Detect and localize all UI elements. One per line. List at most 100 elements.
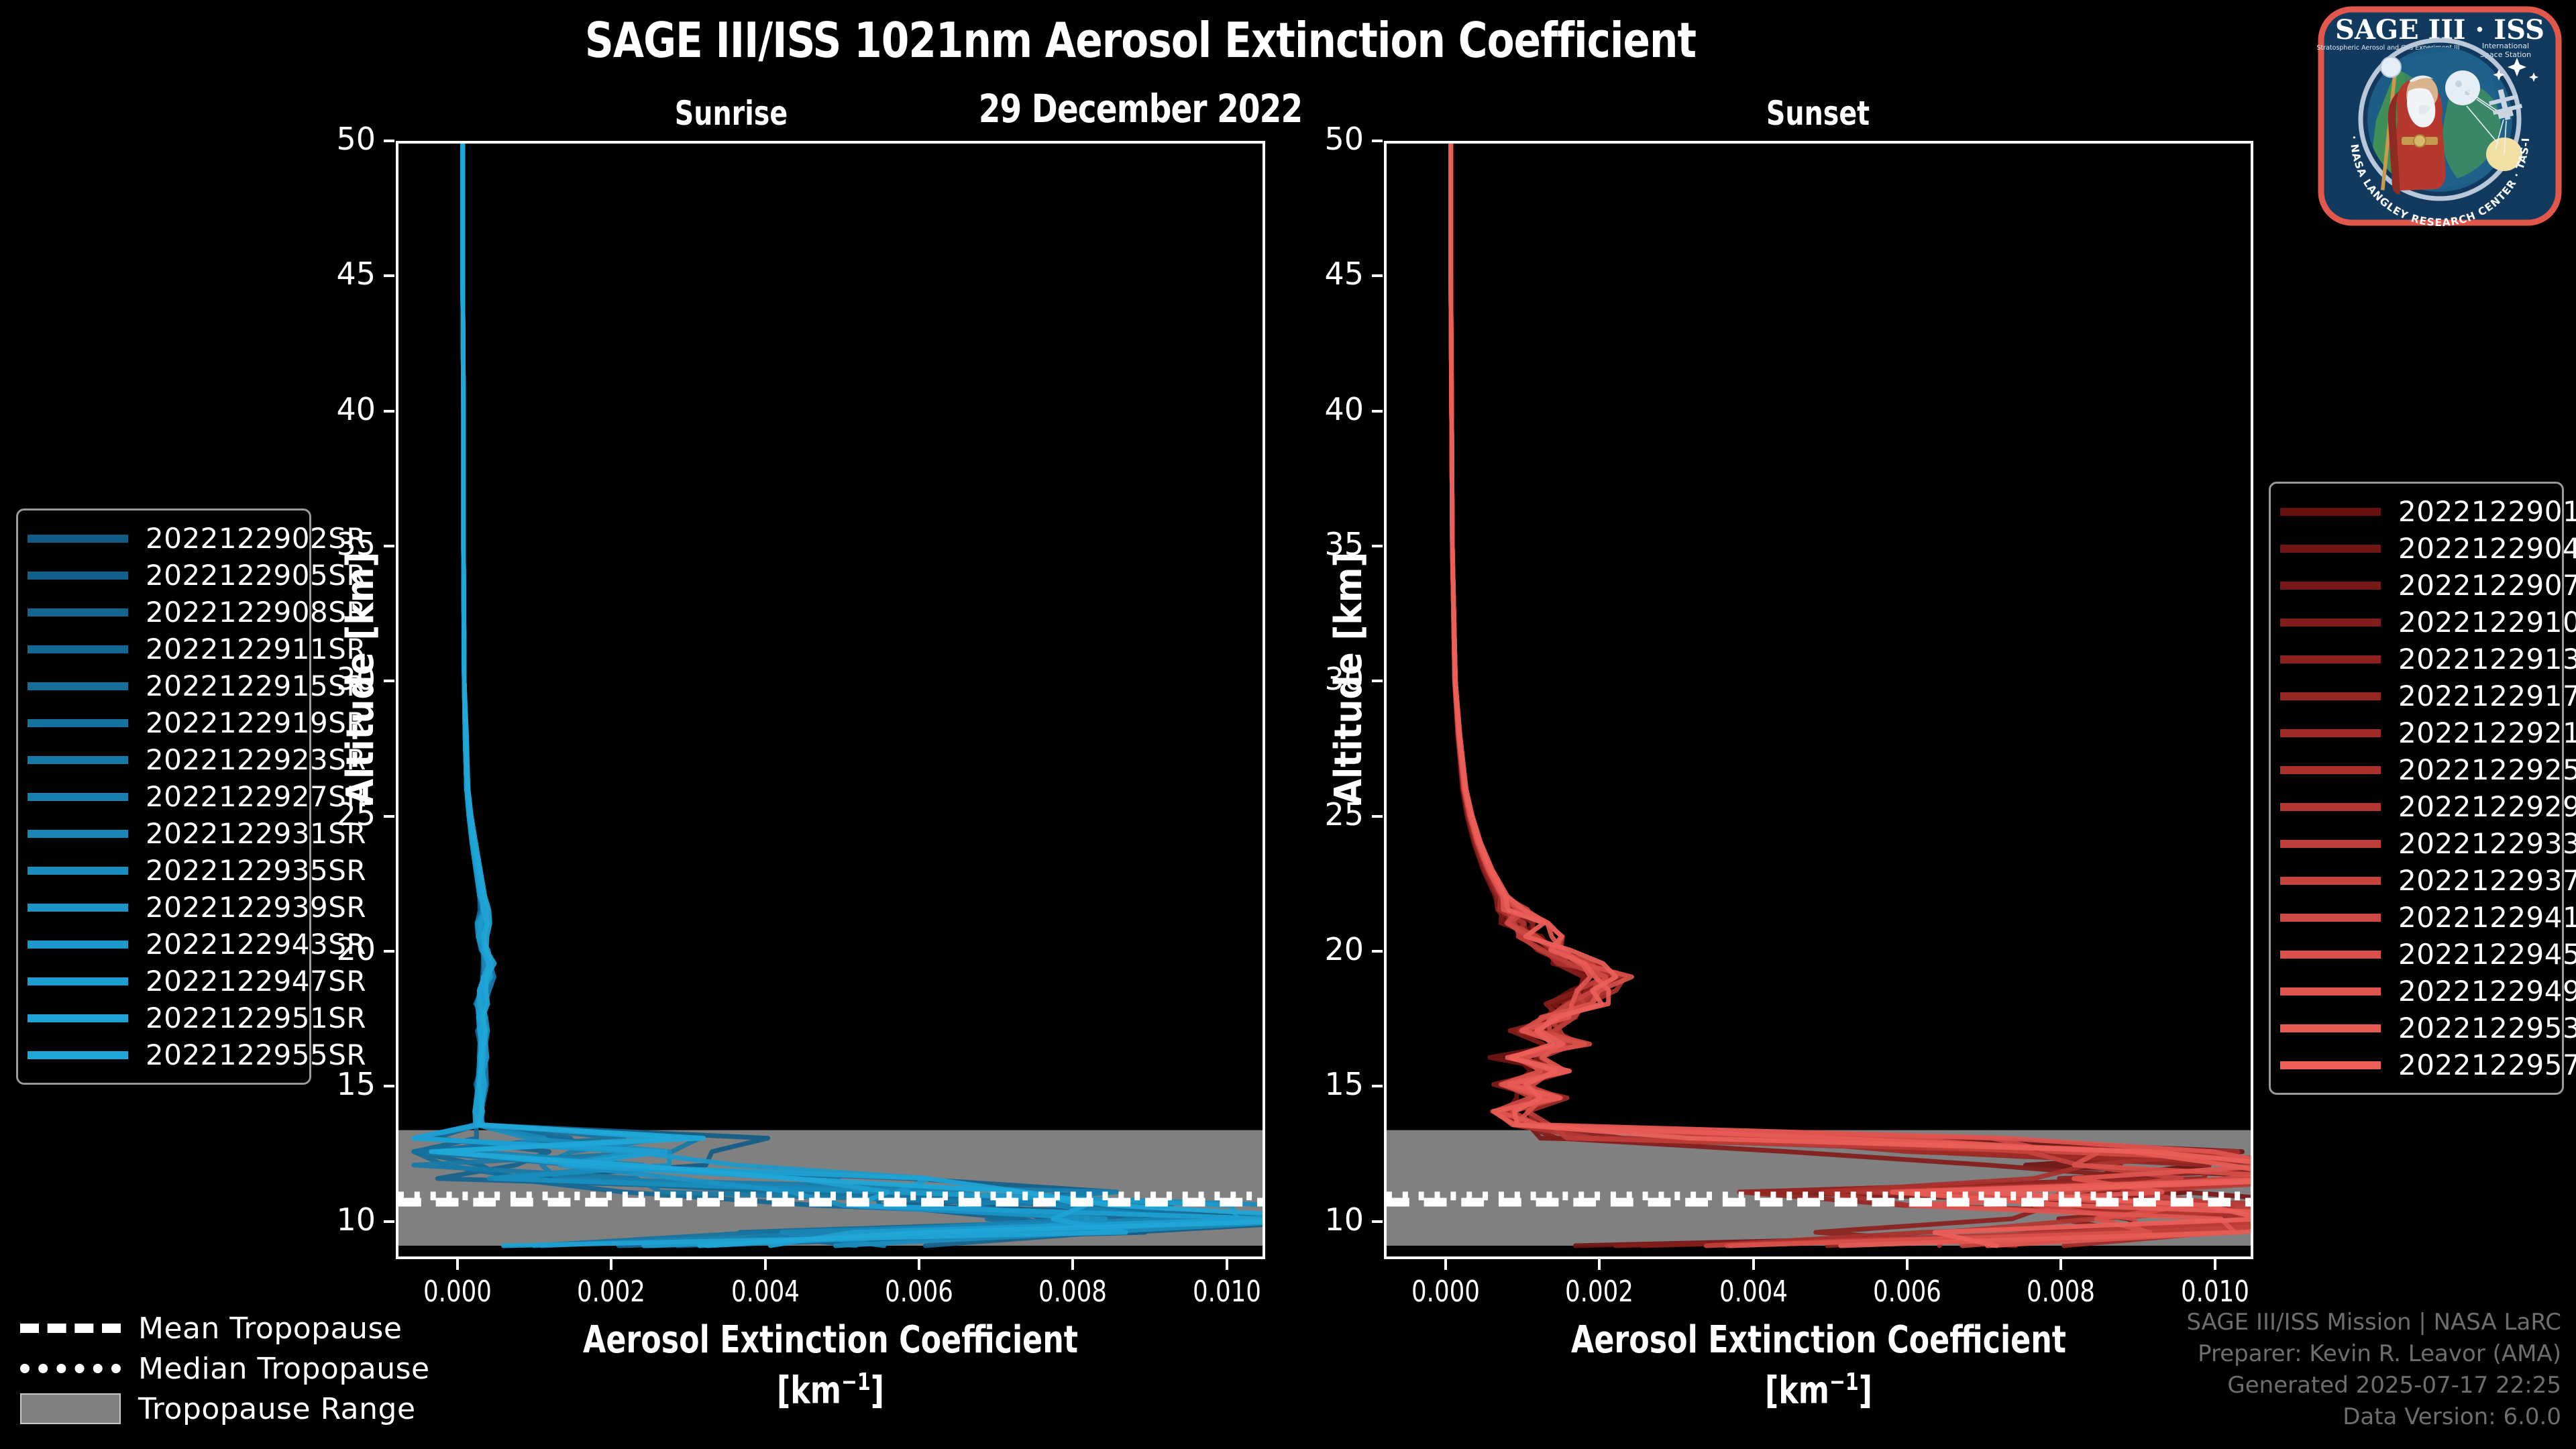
legend-sunrise-item-color-swatch bbox=[28, 608, 128, 616]
legend-sunset-item-row[interactable]: 2022122937SS bbox=[2280, 862, 2576, 899]
legend-sunrise-item-color-swatch bbox=[28, 682, 128, 690]
legend-sunrise-item-row[interactable]: 2022122902SR bbox=[28, 520, 366, 557]
y-tick-label: 25 bbox=[336, 796, 376, 833]
legend-sunset-item-row[interactable]: 2022122929SS bbox=[2280, 788, 2576, 825]
profile-line bbox=[1448, 144, 2251, 1248]
legend-sunrise-item-row[interactable]: 2022122943SR bbox=[28, 926, 366, 963]
legend-sunrise-item-row[interactable]: 2022122931SR bbox=[28, 815, 366, 852]
y-tick-mark bbox=[1372, 949, 1383, 953]
legend-tropopause-row: Mean Tropopause bbox=[20, 1308, 449, 1348]
y-tick-mark bbox=[384, 1085, 394, 1088]
y-tick-mark bbox=[384, 680, 394, 683]
legend-sunrise-item-row[interactable]: 2022122919SR bbox=[28, 704, 366, 741]
x-tick-mark bbox=[763, 1259, 767, 1270]
y-tick-label: 45 bbox=[1324, 256, 1364, 292]
legend-sunset-item-row[interactable]: 2022122921SS bbox=[2280, 714, 2576, 751]
legend-sunset-item-row[interactable]: 2022122904SS bbox=[2280, 530, 2576, 567]
y-tick-mark bbox=[1372, 1085, 1383, 1088]
legend-sunrise-item-color-swatch bbox=[28, 1051, 128, 1059]
legend-sunrise-item-label: 2022122935SR bbox=[146, 854, 367, 887]
legend-sunrise-item-row[interactable]: 2022122923SR bbox=[28, 741, 366, 778]
legend-sunset-item-row[interactable]: 2022122945SS bbox=[2280, 936, 2576, 973]
footer-credits: SAGE III/ISS Mission | NASA LaRC Preparer… bbox=[1957, 1307, 2561, 1433]
y-tick-mark bbox=[384, 409, 394, 413]
legend-sunset-item-label: 2022122949SS bbox=[2398, 975, 2576, 1008]
legend-sunset-item-color-swatch bbox=[2280, 987, 2381, 996]
legend-sunrise[interactable]: 2022122902SR 2022122905SR 2022122908SR 2022… bbox=[16, 508, 366, 1085]
x-unit-post: ] bbox=[1858, 1368, 1872, 1413]
legend-sunset-item-row[interactable]: 2022122917SS bbox=[2280, 678, 2576, 714]
legend-sunrise-item-row[interactable]: 2022122935SR bbox=[28, 852, 366, 889]
profile-line bbox=[1448, 144, 2251, 1248]
logo-subtitle-left: Stratospheric Aerosol and Gas Experiment… bbox=[2316, 44, 2459, 52]
legend-sunrise-item-label: 2022122947SR bbox=[146, 965, 367, 998]
legend-sunrise-item-row[interactable]: 2022122915SR bbox=[28, 667, 366, 704]
x-tick-mark bbox=[917, 1259, 920, 1270]
legend-sunset-item-row[interactable]: 2022122941SS bbox=[2280, 899, 2576, 936]
legend-sunrise-item-row[interactable]: 2022122939SR bbox=[28, 889, 366, 926]
legend-sunrise-item-color-swatch bbox=[28, 792, 128, 801]
legend-tropopause-label: Tropopause Range bbox=[138, 1391, 416, 1426]
profile-line bbox=[436, 144, 1128, 1248]
legend-sunrise-item-row[interactable]: 2022122951SR bbox=[28, 1000, 366, 1036]
legend-sunrise-item-row[interactable]: 2022122955SR bbox=[28, 1036, 366, 1073]
x-tick-mark bbox=[2059, 1259, 2063, 1270]
x-tick-mark bbox=[2213, 1259, 2216, 1270]
plot-area-sunrise[interactable] bbox=[396, 141, 1265, 1259]
legend-sunset-item-row[interactable]: 2022122913SS bbox=[2280, 641, 2576, 678]
legend-sunset-item-label: 2022122901SS bbox=[2398, 495, 2576, 528]
legend-tropopause-label: Median Tropopause bbox=[138, 1351, 430, 1386]
page-subtitle: 29 December 2022 bbox=[978, 86, 1303, 131]
legend-sunset-item-color-swatch bbox=[2280, 729, 2381, 737]
y-tick-mark bbox=[384, 274, 394, 278]
legend-sunset-item-row[interactable]: 2022122953SS bbox=[2280, 1010, 2576, 1046]
profile-line bbox=[1448, 144, 2251, 1248]
y-tick-label: 30 bbox=[336, 661, 376, 698]
profile-line bbox=[411, 144, 1174, 1248]
legend-sunrise-item-row[interactable]: 2022122908SR bbox=[28, 594, 366, 631]
legend-sunset-item-row[interactable]: 2022122949SS bbox=[2280, 973, 2576, 1010]
legend-sunrise-item-color-swatch bbox=[28, 571, 128, 580]
legend-sunrise-item-row[interactable]: 2022122927SR bbox=[28, 778, 366, 815]
legend-sunset-item-row[interactable]: 2022122901SS bbox=[2280, 493, 2576, 530]
legend-tropopause: Mean Tropopause Median Tropopause Tropopau… bbox=[20, 1308, 449, 1429]
x-tick-mark bbox=[1225, 1259, 1228, 1270]
profile-line bbox=[429, 144, 1263, 1248]
legend-sunrise-item-label: 2022122923SR bbox=[146, 743, 367, 776]
logo-subtitle-right-1: International bbox=[2482, 42, 2529, 50]
legend-sunset-item-row[interactable]: 2022122925SS bbox=[2280, 751, 2576, 788]
legend-sunset-item-color-swatch bbox=[2280, 1024, 2381, 1032]
legend-sunset-item-row[interactable]: 2022122907SS bbox=[2280, 567, 2576, 604]
footer-line: Data Version: 6.0.0 bbox=[2343, 1403, 2561, 1430]
profile-line bbox=[1448, 144, 2251, 1248]
legend-sunrise-item-label: 2022122905SR bbox=[146, 559, 367, 592]
legend-sunrise-item-label: 2022122927SR bbox=[146, 780, 367, 813]
y-tick-mark bbox=[384, 949, 394, 953]
sage-iii-iss-mission-patch-logo: SAGE III · ISS Stratospheric Aerosol and… bbox=[2316, 5, 2564, 227]
profile-line bbox=[411, 144, 1241, 1248]
y-tick-label: 15 bbox=[336, 1066, 376, 1103]
legend-sunset-item-label: 2022122957SS bbox=[2398, 1049, 2576, 1081]
plot-area-sunset[interactable] bbox=[1384, 141, 2253, 1259]
legend-sunrise-item-color-swatch bbox=[28, 718, 128, 727]
profile-line bbox=[460, 144, 1194, 1248]
y-tick-label: 50 bbox=[336, 121, 376, 157]
legend-sunset-item-row[interactable]: 2022122933SS bbox=[2280, 825, 2576, 862]
x-axis-unit-sunset: [km−1] bbox=[1436, 1368, 2201, 1413]
x-tick-mark bbox=[455, 1259, 459, 1270]
legend-sunrise-item-color-swatch bbox=[28, 829, 128, 838]
legend-sunset-item-row[interactable]: 2022122957SS bbox=[2280, 1046, 2576, 1083]
x-tick-label: 0.008 bbox=[1038, 1275, 1108, 1309]
y-tick-mark bbox=[1372, 680, 1383, 683]
legend-sunset[interactable]: 2022122901SS 2022122904SS 2022122907SS 2022… bbox=[2269, 482, 2576, 1095]
legend-sunset-item-row[interactable]: 2022122910SS bbox=[2280, 604, 2576, 641]
legend-sunset-item-color-swatch bbox=[2280, 913, 2381, 922]
y-tick-label: 20 bbox=[336, 930, 376, 967]
legend-sunset-item-color-swatch bbox=[2280, 765, 2381, 774]
x-tick-label: 0.010 bbox=[2180, 1275, 2249, 1309]
legend-sunrise-item-row[interactable]: 2022122905SR bbox=[28, 557, 366, 594]
legend-sunrise-item-row[interactable]: 2022122911SR bbox=[28, 631, 366, 667]
y-tick-mark bbox=[1372, 274, 1383, 278]
legend-sunrise-item-row[interactable]: 2022122947SR bbox=[28, 963, 366, 1000]
x-unit-pre: [km bbox=[777, 1368, 841, 1413]
